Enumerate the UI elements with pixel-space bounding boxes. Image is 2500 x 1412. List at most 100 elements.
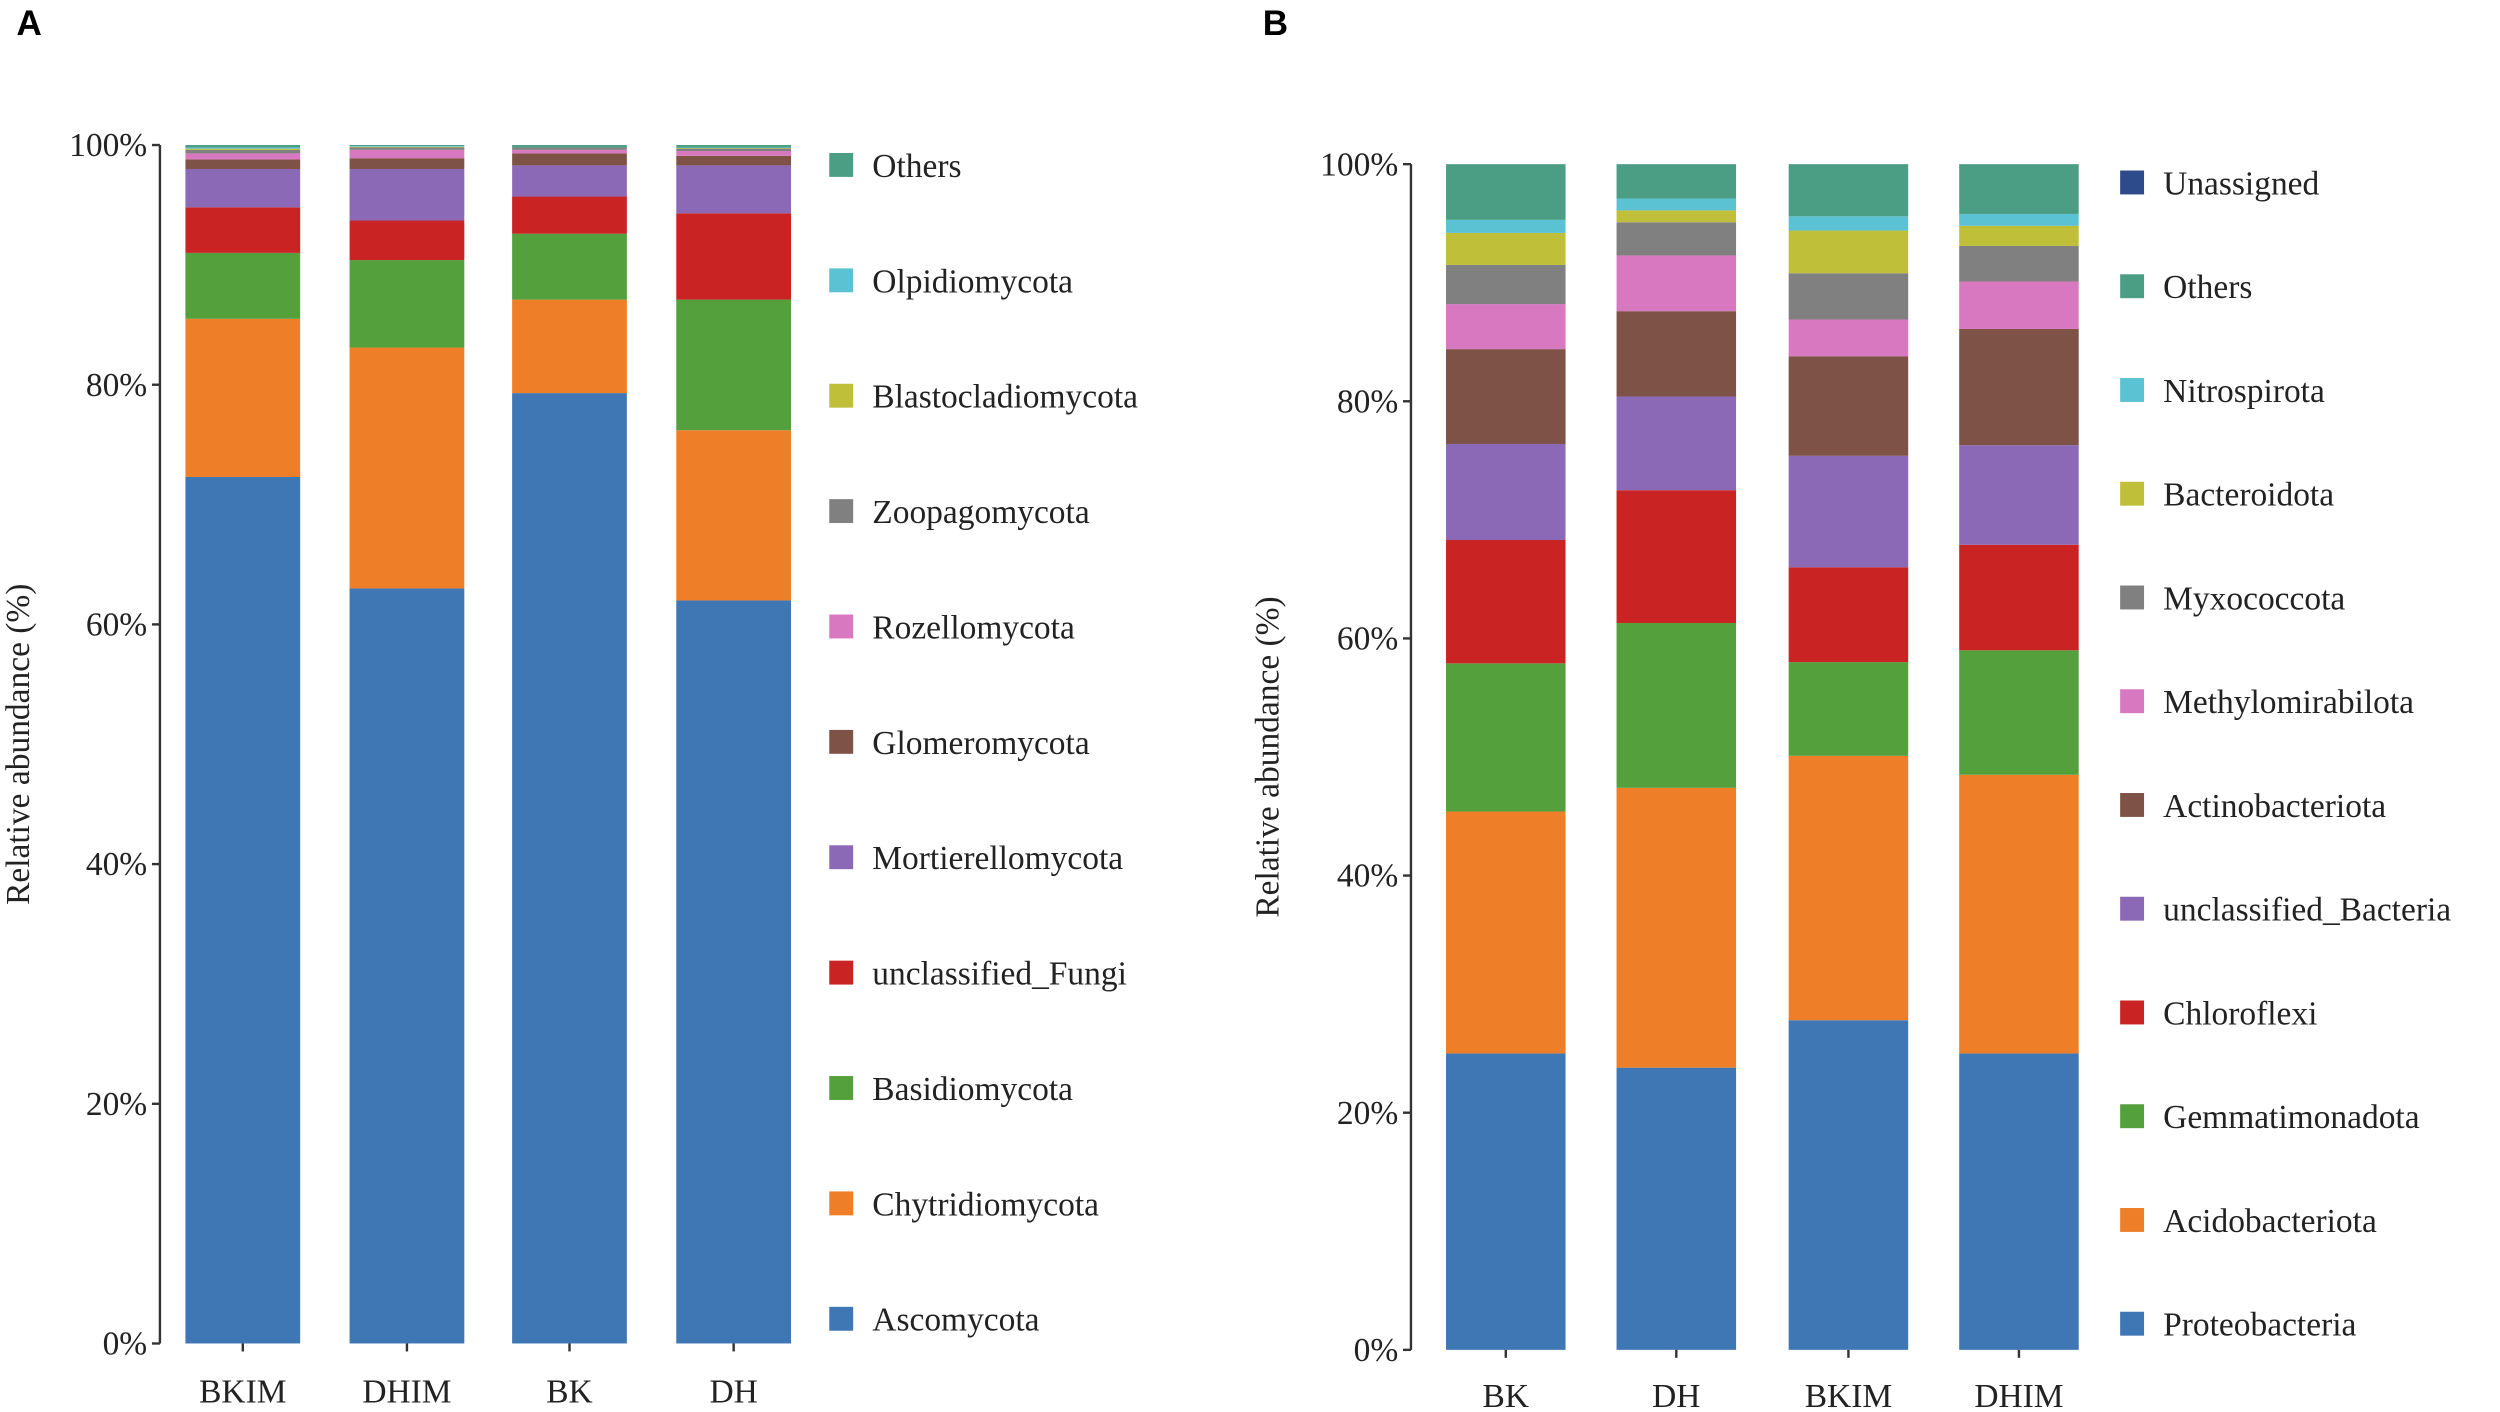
panel-b-bar-dhim-others — [1959, 164, 2079, 214]
panel-a-bar-dhim-zoopagomycota — [349, 147, 465, 150]
panel-a-y-tick-label: 60% — [86, 607, 147, 644]
panel-b-chart: Relative abundance (%) 0% 20% 40% 60% 80% 100… — [1250, 146, 2452, 1412]
panel-b-bar-bkim-myxococcota — [1788, 273, 1909, 320]
panel-a-legend-swatch — [829, 152, 854, 177]
panel-a-bar-dhim-unclassified-fungi — [349, 220, 465, 261]
panel-a-letter: A — [16, 4, 41, 43]
panel-b-bar-dhim-methylomirabilota — [1959, 281, 2079, 329]
panel-a-y-tick-label: 0% — [103, 1326, 148, 1363]
panel-b-legend-swatch — [2120, 1104, 2145, 1129]
panel-b-bar-bkim-chloroflexi — [1788, 567, 1909, 663]
panel-a-bar-dh-mortierellomycota — [676, 165, 792, 214]
panel-a-y-tick-label: 40% — [86, 846, 147, 883]
panel-a-y-tick-label: 20% — [86, 1086, 147, 1123]
panel-b-x-tick-label: BKIM — [1805, 1378, 1892, 1412]
panel-b-bar-bkim-others — [1788, 164, 1909, 217]
panel-a-legend-item: Chytridiomycota — [829, 1186, 1099, 1223]
panel-a-legend-item: Zoopagomycota — [829, 494, 1090, 531]
panel-a-legend-label: Olpidiomycota — [872, 263, 1073, 300]
panel-a-bar-bk-basidiomycota — [512, 233, 627, 300]
panel-a-legend-label: Basidiomycota — [872, 1071, 1073, 1108]
panel-b-y-tick-label: 0% — [1354, 1332, 1399, 1369]
panel-b-bar-bkim-nitrospirota — [1788, 216, 1909, 231]
panel-a-bar-dhim-others — [349, 145, 465, 147]
panel-b-legend-item: unclassified_Bacteria — [2120, 892, 2451, 929]
panel-a-legend-item: Glomeromycota — [829, 725, 1090, 762]
panel-b-legend-item: Unassigned — [2120, 165, 2320, 202]
panel-a-legend-item: Olpidiomycota — [829, 263, 1073, 300]
panel-b-bar-dhim-actinobacteriota — [1959, 328, 2079, 446]
panel-b-legend-swatch — [2120, 585, 2145, 610]
panel-b-legend-item: Nitrospirota — [2120, 373, 2325, 410]
panel-b-bar-bk-others — [1446, 164, 1566, 220]
panel-b-bar-bk-methylomirabilota — [1446, 304, 1566, 350]
panel-a-bar-bk-zoopagomycota — [512, 147, 627, 150]
panel-b-x-tick-label: DHIM — [1974, 1378, 2063, 1412]
panel-b-bar-bk-bacteroidota — [1446, 232, 1566, 265]
panel-b-legend-swatch — [2120, 481, 2145, 506]
panel-b-bar-bk-nitrospirota — [1446, 219, 1566, 233]
panel-a-bar-dhim-chytridiomycota — [349, 347, 465, 589]
panel-b-bar-bkim-actinobacteriota — [1788, 356, 1909, 456]
panel-b-bar-dhim-acidobacteriota — [1959, 774, 2079, 1054]
panel-b-bar-dhim-unclassified-bacteria — [1959, 445, 2079, 545]
panel-a-legend-swatch — [829, 960, 854, 985]
panel-b-bar-bkim-gemmatimonadota — [1788, 662, 1909, 756]
panel-b-ylabel: Relative abundance (%) — [1250, 596, 1287, 917]
panel-b-bar-bk-acidobacteriota — [1446, 811, 1566, 1054]
panel-a-legend-swatch — [829, 383, 854, 408]
panel-a-bar-bk-mortierellomycota — [512, 165, 627, 197]
panel-a-legend-label: Rozellomycota — [872, 609, 1075, 646]
panel-a-bar-dhim-blastocladiomycota — [349, 146, 465, 148]
panel-b-bar-bk-unclassified-bacteria — [1446, 443, 1566, 541]
panel-a-legend-label: Ascomycota — [872, 1302, 1039, 1339]
panel-a-bar-dhim-ascomycota — [349, 588, 465, 1344]
panel-b-legend-label: Chloroflexi — [2163, 995, 2317, 1032]
panel-a-x-tick-label: BKIM — [199, 1373, 286, 1410]
panel-a-bar-bkim-unclassified-fungi — [185, 207, 301, 253]
panel-a-bar-bkim-olpidiomycota — [185, 147, 301, 149]
panel-a-legend-label: unclassified_Fungi — [872, 956, 1127, 993]
panel-b-legend-label: Nitrospirota — [2163, 373, 2325, 410]
panel-a-bar-dh-ascomycota — [676, 600, 792, 1344]
panel-b-bar-dh-acidobacteriota — [1616, 787, 1737, 1068]
panel-b-legend-swatch — [2120, 1208, 2145, 1232]
panel-b-legend-swatch — [2120, 378, 2145, 402]
panel-b-bar-bkim-proteobacteria — [1788, 1020, 1909, 1350]
panel-b-bar-bk-proteobacteria — [1446, 1053, 1566, 1350]
panel-b-legend-label: Others — [2163, 269, 2252, 306]
panel-a-legend-item: Others — [829, 148, 961, 185]
panel-b-bar-bk-gemmatimonadota — [1446, 663, 1566, 812]
panel-b-y-tick-label: 60% — [1337, 621, 1398, 658]
panel-a-legend-label: Glomeromycota — [872, 725, 1090, 762]
panel-a-legend-swatch — [829, 845, 854, 870]
panel-a-bar-dh-others — [676, 145, 792, 148]
panel-b-legend-label: Acidobacteriota — [2163, 1203, 2377, 1240]
panel-b-y-tick-label: 40% — [1337, 858, 1398, 895]
panel-b-legend-item: Chloroflexi — [2120, 995, 2317, 1032]
panel-b-legend-swatch — [2120, 1000, 2145, 1025]
panel-b-legend-label: Methylomirabilota — [2163, 684, 2414, 721]
panel-a-bar-bk-others — [512, 145, 627, 148]
panel-b-bar-dhim-chloroflexi — [1959, 544, 2079, 651]
panel-a-x-tick-label: DHIM — [362, 1373, 451, 1410]
panel-b-letter: B — [1263, 4, 1288, 43]
panel-a-legend-label: Mortierellomycota — [872, 840, 1123, 877]
panel-a-bar-bk-unclassified-fungi — [512, 196, 627, 234]
panel-a-legend-swatch — [829, 729, 854, 754]
panel-b-legend-item: Methylomirabilota — [2120, 684, 2414, 721]
panel-b-legend-item: Myxococcota — [2120, 580, 2345, 617]
panel-a-legend-label: Others — [872, 148, 961, 185]
panel-a-legend-item: Basidiomycota — [829, 1071, 1073, 1108]
panel-a-legend-swatch — [829, 614, 854, 639]
panel-b-legend-item: Acidobacteriota — [2120, 1203, 2377, 1240]
panel-a-legend-swatch — [829, 499, 854, 524]
panel-a-legend-swatch — [829, 268, 854, 293]
panel-b-legend-swatch — [2120, 896, 2145, 921]
panel-a-bar-bkim-chytridiomycota — [185, 318, 301, 477]
panel-b-legend-item: Proteobacteria — [2120, 1307, 2357, 1344]
panel-a-bar-bkim-blastocladiomycota — [185, 148, 301, 150]
panel-a-legend-label: Blastocladiomycota — [872, 379, 1138, 416]
panel-b-bar-dh-gemmatimonadota — [1616, 623, 1737, 788]
